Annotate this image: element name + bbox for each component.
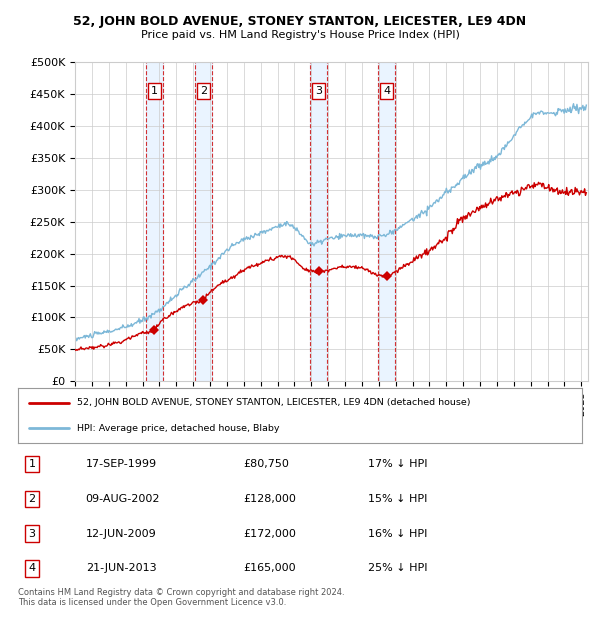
Text: £80,750: £80,750 [244, 459, 289, 469]
Text: 09-AUG-2002: 09-AUG-2002 [86, 494, 160, 503]
Text: 1: 1 [151, 86, 158, 95]
Text: 25% ↓ HPI: 25% ↓ HPI [368, 564, 427, 574]
Text: 21-JUN-2013: 21-JUN-2013 [86, 564, 157, 574]
Text: 17-SEP-1999: 17-SEP-1999 [86, 459, 157, 469]
Text: 4: 4 [29, 564, 35, 574]
Text: 12-JUN-2009: 12-JUN-2009 [86, 529, 157, 539]
Text: 4: 4 [383, 86, 390, 95]
Text: 3: 3 [315, 86, 322, 95]
Text: 1: 1 [29, 459, 35, 469]
Bar [310, 62, 327, 381]
Text: 15% ↓ HPI: 15% ↓ HPI [368, 494, 427, 503]
Bar [195, 62, 212, 381]
Text: HPI: Average price, detached house, Blaby: HPI: Average price, detached house, Blab… [77, 423, 280, 433]
Text: Price paid vs. HM Land Registry's House Price Index (HPI): Price paid vs. HM Land Registry's House … [140, 30, 460, 40]
Text: 2: 2 [200, 86, 207, 95]
Text: Contains HM Land Registry data © Crown copyright and database right 2024.
This d: Contains HM Land Registry data © Crown c… [18, 588, 344, 607]
Bar [378, 62, 395, 381]
Text: 17% ↓ HPI: 17% ↓ HPI [368, 459, 427, 469]
Bar [146, 62, 163, 381]
Text: 16% ↓ HPI: 16% ↓ HPI [368, 529, 427, 539]
Text: 52, JOHN BOLD AVENUE, STONEY STANTON, LEICESTER, LE9 4DN (detached house): 52, JOHN BOLD AVENUE, STONEY STANTON, LE… [77, 398, 471, 407]
Text: £165,000: £165,000 [244, 564, 296, 574]
Text: 52, JOHN BOLD AVENUE, STONEY STANTON, LEICESTER, LE9 4DN: 52, JOHN BOLD AVENUE, STONEY STANTON, LE… [73, 16, 527, 29]
Text: £172,000: £172,000 [244, 529, 296, 539]
Text: 3: 3 [29, 529, 35, 539]
Text: £128,000: £128,000 [244, 494, 296, 503]
Text: 2: 2 [29, 494, 35, 503]
